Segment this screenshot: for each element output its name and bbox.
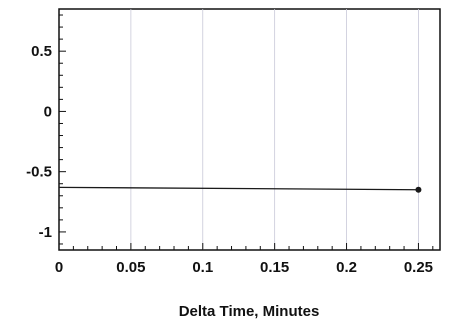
x-tick-label-5: 0.25 <box>404 259 433 276</box>
minor-ticks <box>58 14 434 250</box>
series-line-0 <box>58 186 419 191</box>
y-tick-label-0: 0.5 <box>31 43 52 60</box>
y-tick-label-1: 0 <box>44 103 52 120</box>
grid <box>130 9 419 250</box>
x-tick-label-1: 0.05 <box>116 259 145 276</box>
x-tick-label-3: 0.15 <box>260 259 289 276</box>
x-axis-title: Delta Time, Minutes <box>179 303 320 320</box>
x-tick-label-0: 0 <box>55 259 63 276</box>
y-tick-label-3: -1 <box>39 224 52 241</box>
series-group <box>58 186 422 193</box>
y-axis-ticks: 0.5 0 -0.5 -1 <box>26 43 52 241</box>
x-tick-label-2: 0.1 <box>192 259 213 276</box>
y-tick-label-2: -0.5 <box>26 164 52 181</box>
x-tick-label-4: 0.2 <box>336 259 357 276</box>
plot-area <box>58 8 441 251</box>
data-point-0-1 <box>415 186 422 193</box>
x-axis-ticks: 0 0.05 0.1 0.15 0.2 0.25 <box>55 259 433 276</box>
